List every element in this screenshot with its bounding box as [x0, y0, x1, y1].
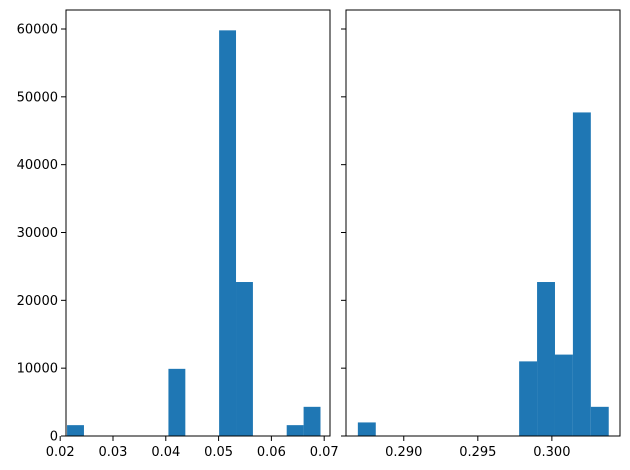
histogram-bar	[67, 425, 84, 436]
histogram-bar	[519, 361, 538, 436]
histogram-bar	[554, 354, 573, 436]
histogram-bar	[303, 406, 321, 436]
x-tick-label: 0.06	[257, 445, 286, 460]
y-tick-label: 50000	[17, 90, 58, 105]
x-tick-label: 0.300	[533, 445, 570, 460]
right-histogram-panel: 0.290 0.295 0.300	[341, 9, 621, 460]
axes-frame	[65, 9, 331, 437]
x-tick-label: 0.02	[46, 445, 75, 460]
x-tick-label: 0.04	[151, 445, 180, 460]
left-histogram-panel: 0.02 0.03 0.04 0.05 0.06 0.07 0 10000 20000 30000…	[17, 9, 339, 460]
x-tick-label: 0.03	[99, 445, 128, 460]
histogram-bar	[357, 422, 376, 436]
histogram-bar	[236, 282, 253, 436]
x-tick-label: 0.295	[459, 445, 496, 460]
histogram-bar	[572, 112, 591, 437]
histogram-bar	[219, 30, 237, 436]
y-tick-label: 0	[50, 430, 58, 445]
y-tick-label: 20000	[17, 294, 58, 309]
histogram-bar	[590, 406, 609, 436]
histogram-bar	[168, 368, 186, 436]
x-tick-label: 0.05	[204, 445, 233, 460]
y-tick-label: 40000	[17, 158, 58, 173]
x-tick-label: 0.07	[310, 445, 339, 460]
y-tick-label: 60000	[17, 22, 58, 37]
x-tick-label: 0.290	[385, 445, 422, 460]
y-tick-label: 30000	[17, 226, 58, 241]
histogram-bar	[286, 425, 304, 436]
axes-frame	[345, 9, 621, 437]
histogram-bar	[537, 282, 555, 436]
y-tick-label: 10000	[17, 362, 58, 377]
